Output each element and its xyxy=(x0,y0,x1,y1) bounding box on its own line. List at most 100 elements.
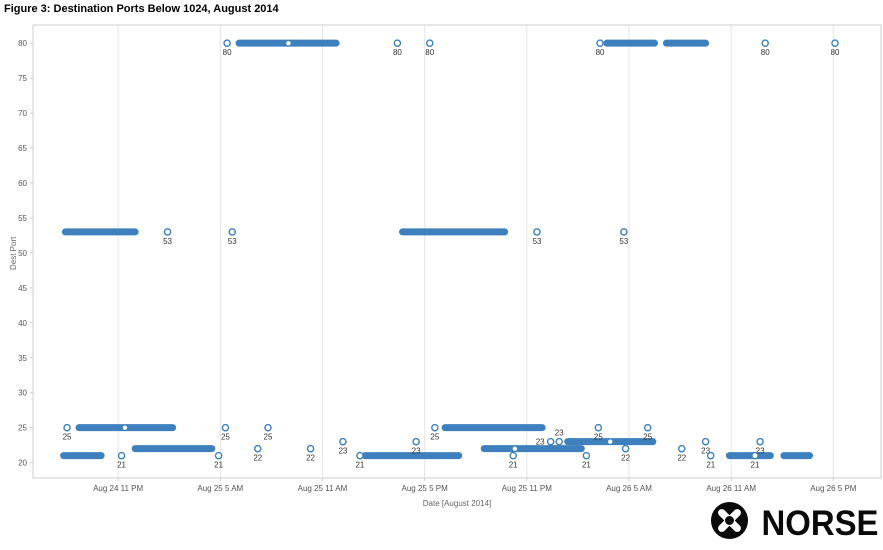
data-point[interactable] xyxy=(63,423,71,432)
data-segment[interactable] xyxy=(480,445,585,453)
data-point-label: 25 xyxy=(594,433,603,442)
data-point[interactable] xyxy=(546,437,555,446)
data-point[interactable] xyxy=(555,437,563,446)
x-tick-label: Aug 26 5 AM xyxy=(606,484,652,493)
data-point-label: 23 xyxy=(536,438,545,447)
data-point-label: 21 xyxy=(509,461,518,470)
y-tick-label: 55 xyxy=(18,214,27,223)
data-point[interactable] xyxy=(253,444,262,453)
data-point-label: 80 xyxy=(596,48,605,57)
x-tick-label: Aug 25 5 PM xyxy=(402,484,449,493)
data-point[interactable] xyxy=(606,438,614,446)
data-point[interactable] xyxy=(221,423,230,432)
data-segment[interactable] xyxy=(131,445,216,453)
data-point[interactable] xyxy=(339,437,347,446)
data-point[interactable] xyxy=(511,445,519,453)
data-point[interactable] xyxy=(706,451,715,460)
data-point[interactable] xyxy=(582,451,591,460)
data-point-label: 53 xyxy=(619,237,628,246)
data-point[interactable] xyxy=(643,423,652,432)
data-point[interactable] xyxy=(117,451,126,460)
data-point[interactable] xyxy=(751,451,759,460)
data-point[interactable] xyxy=(756,437,764,446)
data-point[interactable] xyxy=(393,39,402,47)
data-point[interactable] xyxy=(761,39,770,47)
data-point-label: 23 xyxy=(756,447,765,456)
data-point-label: 23 xyxy=(338,447,347,456)
data-point-label: 80 xyxy=(393,48,402,57)
y-tick-label: 80 xyxy=(18,39,27,48)
x-axis-label: Date [August 2014] xyxy=(422,499,492,508)
y-tick-label: 30 xyxy=(18,389,27,398)
data-point[interactable] xyxy=(285,39,292,47)
data-point[interactable] xyxy=(620,228,628,236)
data-point-label: 21 xyxy=(582,461,591,470)
data-point-label: 21 xyxy=(751,461,760,470)
data-point-label: 25 xyxy=(430,433,439,442)
data-point[interactable] xyxy=(223,39,231,47)
data-point-label: 22 xyxy=(253,454,262,463)
data-segment[interactable] xyxy=(780,452,813,460)
norse-logo: NORSE xyxy=(710,501,878,545)
data-segment[interactable] xyxy=(662,39,710,47)
data-point[interactable] xyxy=(425,39,434,47)
data-point-label: 53 xyxy=(533,237,542,246)
data-segment[interactable] xyxy=(399,228,509,236)
data-segment[interactable] xyxy=(725,452,774,460)
data-point-label: 80 xyxy=(425,48,434,57)
data-point[interactable] xyxy=(431,423,439,432)
data-point-label: 25 xyxy=(63,433,72,442)
y-tick-label: 25 xyxy=(18,424,27,433)
data-segment[interactable] xyxy=(441,424,546,432)
x-tick-label: Aug 25 11 AM xyxy=(298,484,348,493)
data-point[interactable] xyxy=(228,228,237,236)
y-tick-label: 60 xyxy=(18,179,27,188)
plot-border xyxy=(32,24,882,479)
data-point[interactable] xyxy=(163,228,172,236)
data-point-label: 53 xyxy=(228,237,237,246)
data-point[interactable] xyxy=(121,424,129,432)
data-point-label: 22 xyxy=(306,454,315,463)
y-tick-label: 35 xyxy=(18,354,27,363)
data-point[interactable] xyxy=(533,228,541,236)
data-point-label: 23 xyxy=(701,447,710,456)
data-point-label: 21 xyxy=(117,461,126,470)
data-point[interactable] xyxy=(831,39,839,47)
data-point[interactable] xyxy=(677,444,686,453)
y-tick-label: 40 xyxy=(18,319,27,328)
y-tick-label: 75 xyxy=(18,74,27,83)
data-point[interactable] xyxy=(412,437,420,446)
data-point-label: 22 xyxy=(677,454,686,463)
scatter-chart: Aug 24 11 PM Aug 25 5 AM Aug 25 11 AM Aug 2… xyxy=(18,24,882,493)
x-tick-label: Aug 26 5 PM xyxy=(810,484,857,493)
data-segment[interactable] xyxy=(603,39,659,47)
y-tick-label: 50 xyxy=(18,249,27,258)
data-point[interactable] xyxy=(264,423,272,432)
y-tick-label: 65 xyxy=(18,144,27,153)
data-point[interactable] xyxy=(509,451,517,460)
y-tick-label: 45 xyxy=(18,284,27,293)
x-tick-label: Aug 25 5 AM xyxy=(197,484,243,493)
data-segment[interactable] xyxy=(60,452,105,460)
data-point[interactable] xyxy=(621,444,630,453)
data-point-label: 25 xyxy=(264,433,273,442)
data-point-label: 25 xyxy=(643,433,652,442)
data-point[interactable] xyxy=(701,437,710,446)
x-tick-label: Aug 24 11 PM xyxy=(93,484,143,493)
data-point-label: 53 xyxy=(163,237,172,246)
data-point[interactable] xyxy=(306,444,315,453)
data-point[interactable] xyxy=(214,451,223,460)
data-point-label: 80 xyxy=(761,48,770,57)
y-tick-label: 70 xyxy=(18,109,27,118)
data-segment[interactable] xyxy=(61,228,139,236)
data-segment[interactable] xyxy=(361,452,463,460)
data-point-label: 80 xyxy=(831,48,840,57)
data-point[interactable] xyxy=(356,451,364,460)
x-tick-label: Aug 26 11 AM xyxy=(706,484,756,493)
norse-logo-text: NORSE xyxy=(760,503,878,543)
data-point[interactable] xyxy=(596,39,604,47)
data-point[interactable] xyxy=(594,423,603,432)
data-point-label: 25 xyxy=(221,433,230,442)
data-point-label: 23 xyxy=(412,447,421,456)
